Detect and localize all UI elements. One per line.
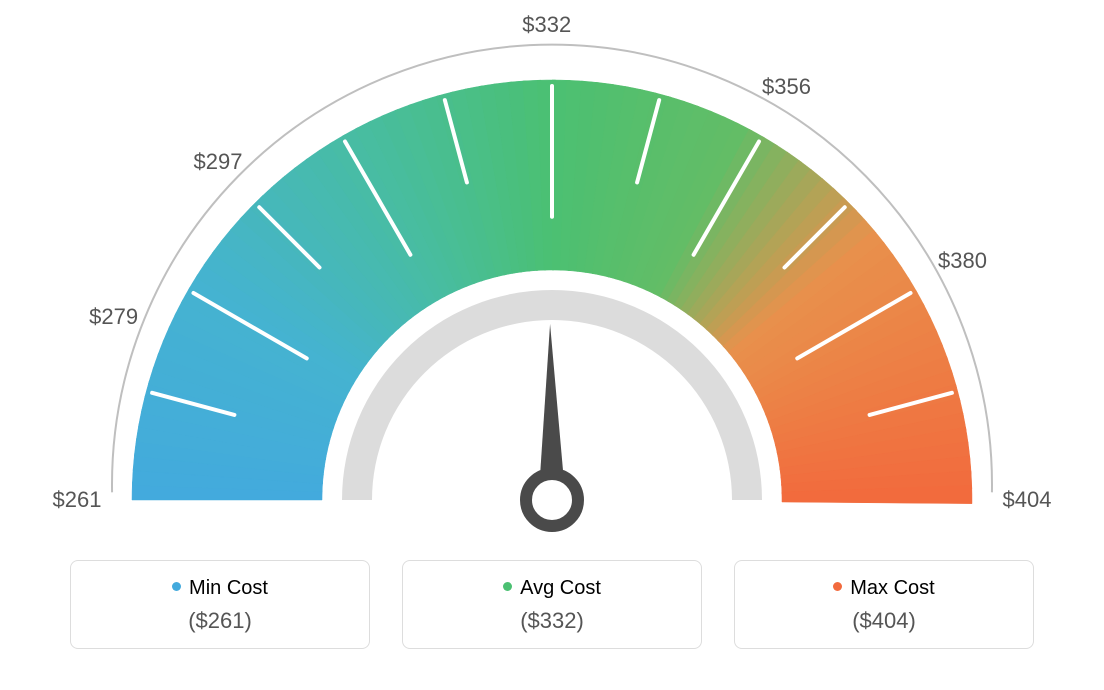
legend-card-avg: Avg Cost ($332) bbox=[402, 560, 702, 649]
gauge-tick-label: $297 bbox=[193, 149, 242, 175]
legend-value-avg: ($332) bbox=[403, 608, 701, 634]
legend-dot-max bbox=[833, 582, 842, 591]
legend-title-max: Max Cost bbox=[735, 577, 1033, 600]
gauge-chart: $261 $279 $297 $332 $356 $380 $404 bbox=[0, 0, 1104, 560]
legend-title-min: Min Cost bbox=[71, 577, 369, 600]
gauge-tick-label: $404 bbox=[1003, 487, 1052, 513]
gauge-tick-label: $261 bbox=[53, 487, 102, 513]
legend-dot-avg bbox=[503, 582, 512, 591]
legend-row: Min Cost ($261) Avg Cost ($332) Max Cost… bbox=[0, 560, 1104, 669]
legend-card-max: Max Cost ($404) bbox=[734, 560, 1034, 649]
legend-value-min: ($261) bbox=[71, 608, 369, 634]
gauge-tick-label: $356 bbox=[762, 74, 811, 100]
legend-card-min: Min Cost ($261) bbox=[70, 560, 370, 649]
gauge-tick-label: $380 bbox=[938, 248, 987, 274]
gauge-tick-label: $332 bbox=[522, 12, 571, 38]
legend-label-max: Max Cost bbox=[850, 577, 934, 599]
legend-dot-min bbox=[172, 582, 181, 591]
legend-label-min: Min Cost bbox=[189, 577, 268, 599]
gauge-svg bbox=[0, 0, 1104, 560]
legend-title-avg: Avg Cost bbox=[403, 577, 701, 600]
gauge-tick-label: $279 bbox=[89, 304, 138, 330]
legend-label-avg: Avg Cost bbox=[520, 577, 601, 599]
legend-value-max: ($404) bbox=[735, 608, 1033, 634]
